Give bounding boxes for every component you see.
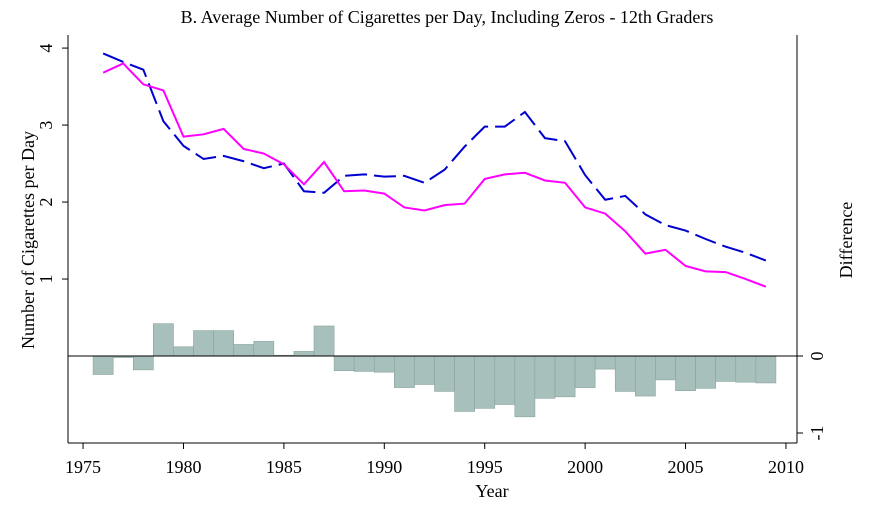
bar [193,330,214,357]
y2-axis-title: Difference [836,202,856,279]
bar [454,355,475,412]
y-tick-label: 2 [36,198,56,207]
bar [614,355,636,392]
y-tick-label: 4 [36,44,56,53]
chart-title: B. Average Number of Cigarettes per Day,… [181,7,714,27]
bar [213,330,234,357]
bar [293,351,315,357]
y-axis-title: Number of Cigarettes per Day [18,131,38,349]
bar [253,341,275,357]
bar [635,355,656,397]
bar [534,355,556,399]
bar [695,355,716,389]
bar [233,344,255,357]
bar [313,325,335,357]
y-tick-label: 3 [36,121,56,130]
x-tick-label: 1990 [366,457,402,477]
bar [715,355,737,382]
bar [655,355,676,381]
bar [434,355,455,392]
bar [494,355,516,405]
bar [394,355,415,388]
bar [414,355,435,385]
bar [353,355,375,372]
x-tick-label: 1975 [65,457,101,477]
x-tick-label: 1985 [266,457,302,477]
y2-tick-label: -1 [807,425,827,440]
bar [554,355,576,398]
y-tick-label: 1 [36,275,56,284]
bar [333,355,355,371]
bar [594,355,616,370]
x-tick-label: 2000 [567,457,603,477]
bar [92,355,114,375]
x-tick-label: 2010 [768,457,804,477]
bar [474,355,496,409]
bar [153,323,174,357]
bar [755,355,777,384]
x-axis-title: Year [475,481,508,501]
bar [735,355,757,383]
x-tick-label: 1995 [467,457,503,477]
x-tick-label: 1980 [165,457,201,477]
bar [132,355,154,371]
bar [373,355,395,373]
line [102,62,767,288]
bar [514,355,536,418]
y2-tick-label: 0 [807,352,827,361]
bar [574,355,596,388]
line [102,52,767,262]
bar [675,355,696,391]
x-tick-label: 2005 [668,457,704,477]
bar [173,346,194,357]
